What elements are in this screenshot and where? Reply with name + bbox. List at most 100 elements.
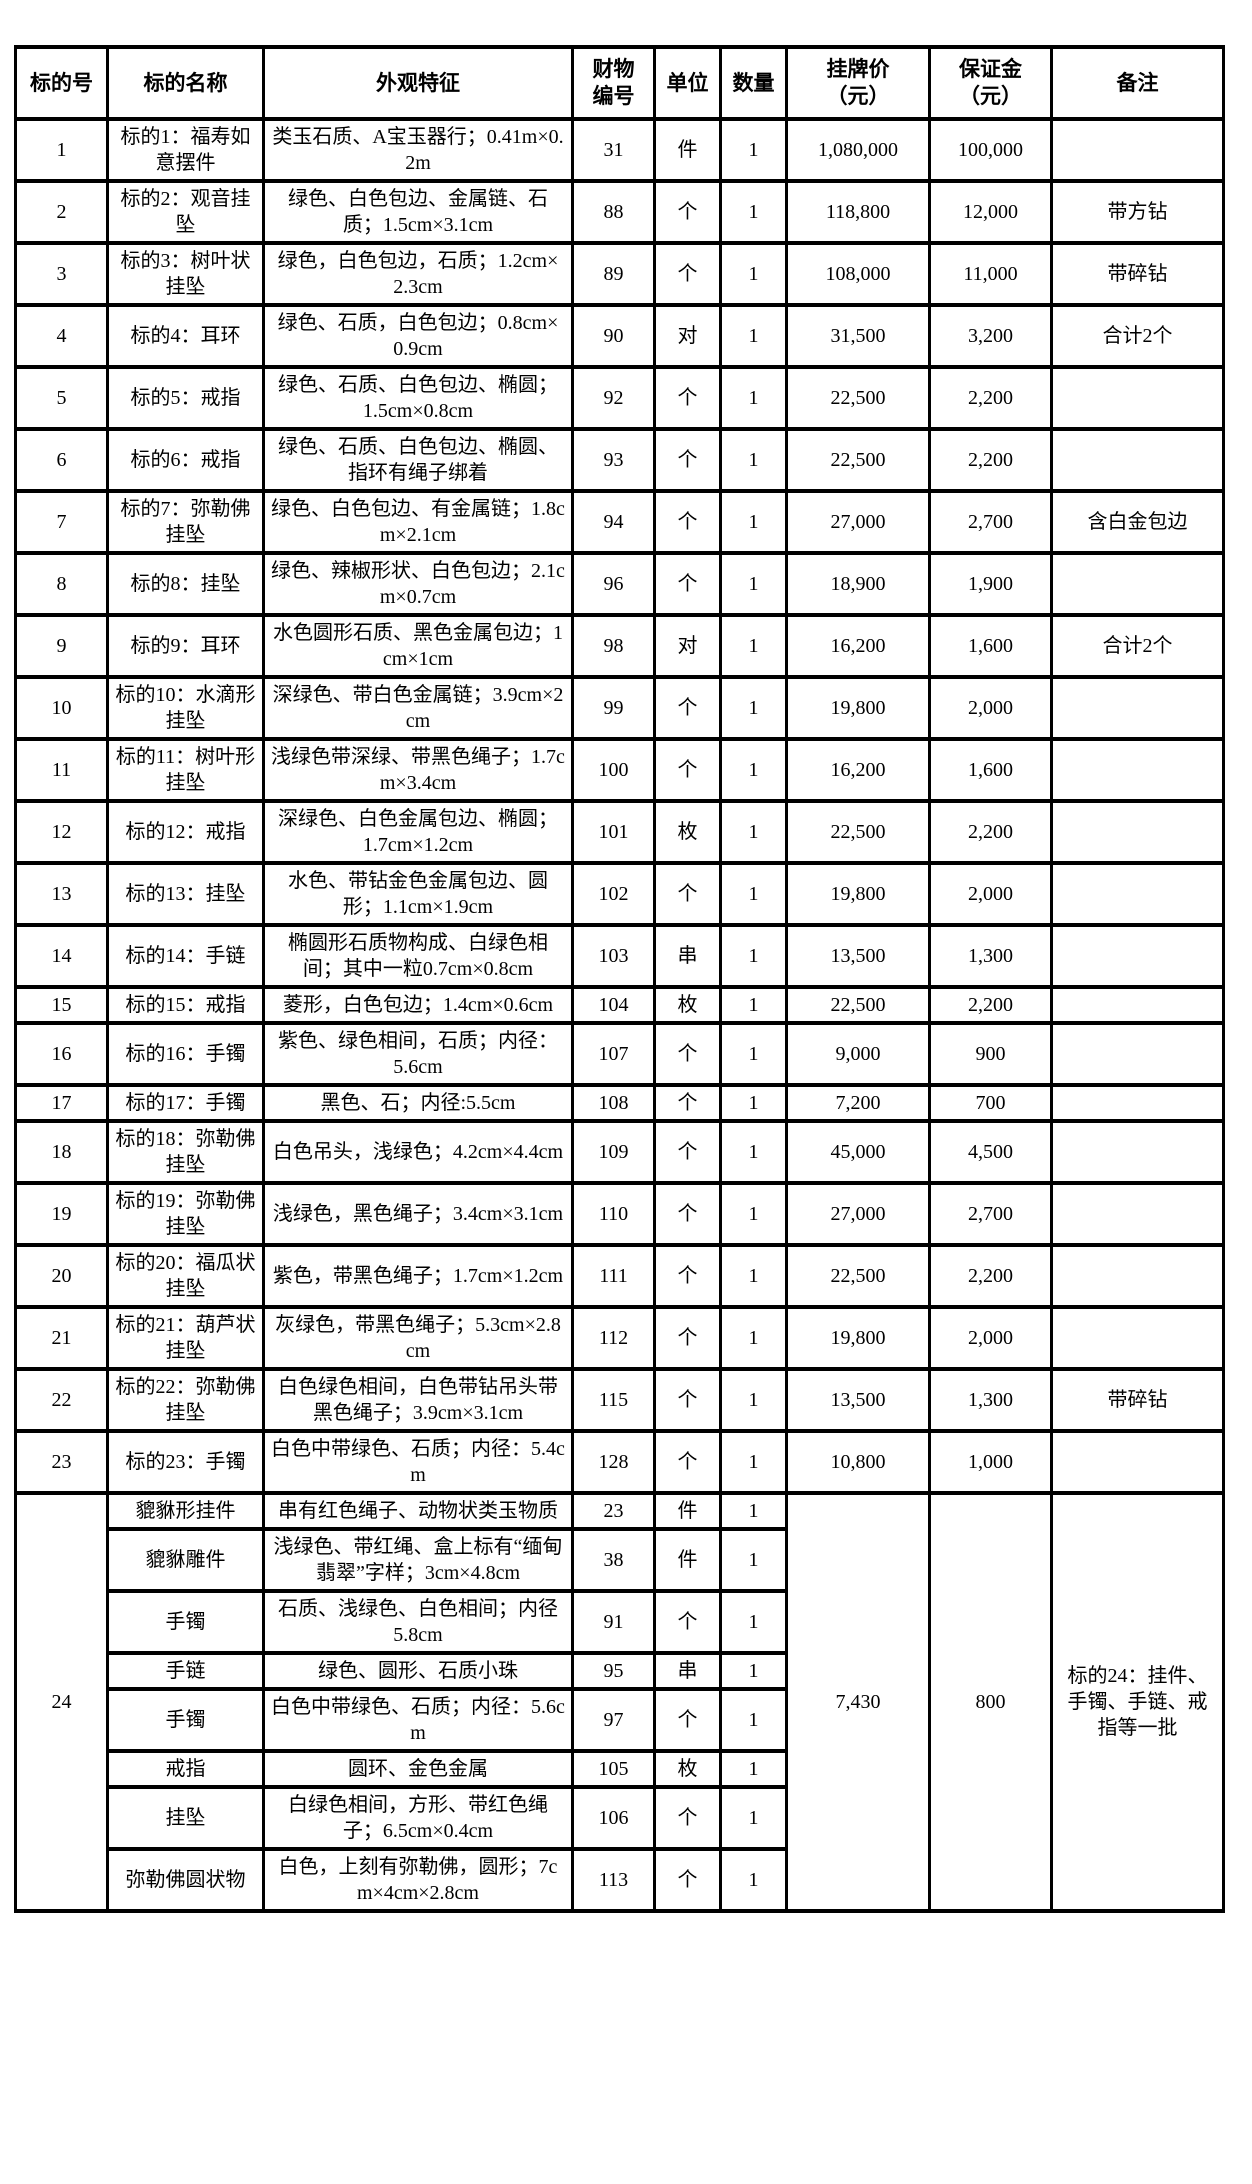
unit-cell: 对 [653,613,722,679]
lot-name-cell: 标的18：弥勒佛挂坠 [106,1119,265,1185]
unit-cell: 个 [653,675,722,741]
table-row: 15 标的15：戒指 菱形，白色包边；1.4cm×0.6cm 104 枚 1 22,500 2… [14,985,1225,1025]
quantity-cell: 1 [719,613,788,679]
quantity-cell: 1 [719,1021,788,1087]
deposit-cell: 2,000 [928,675,1053,741]
appearance-cell: 椭圆形石质物构成、白绿色相间；其中一粒0.7cm×0.8cm [262,923,574,989]
note-cell: 含白金包边 [1050,489,1225,555]
unit-cell: 件 [653,117,722,183]
table-row: 12 标的12：戒指 深绿色、白色金属包边、椭圆；1.7cm×1.2cm 101 枚 1 2… [14,799,1225,865]
appearance-cell: 石质、浅绿色、白色相间；内径5.8cm [262,1589,574,1655]
note-cell [1050,799,1225,865]
appearance-cell: 绿色、石质，白色包边；0.8cm×0.9cm [262,303,574,369]
unit-cell: 个 [653,1429,722,1495]
price-cell: 7,200 [785,1083,931,1123]
property-number-cell: 104 [571,985,656,1025]
note-cell [1050,1021,1225,1087]
property-number-cell: 99 [571,675,656,741]
table-row-lot24: 24 貔貅形挂件 串有红色绳子、动物状类玉物质 23 件 1 7,430 800 标的24：挂件… [14,1491,1225,1913]
property-number-cell: 96 [571,551,656,617]
property-number-cell: 23 [571,1491,656,1531]
note-cell: 带碎钻 [1050,241,1225,307]
appearance-cell: 浅绿色、带红绳、盒上标有“缅甸翡翠”字样；3cm×4.8cm [262,1527,574,1593]
quantity-cell: 1 [719,1243,788,1309]
quantity-cell: 1 [719,799,788,865]
unit-cell: 件 [653,1491,722,1531]
appearance-cell: 绿色、石质、白色包边、椭圆、指环有绳子绑着 [262,427,574,493]
table-row: 1 标的1：福寿如意摆件 类玉石质、A宝玉器行；0.41m×0.2m 31 件 1 1,08… [14,117,1225,183]
table-row-lot24: 挂坠 白绿色相间，方形、带红色绳子；6.5cm×0.4cm 106 个 1 [16,1785,1224,1851]
note-cell: 合计2个 [1050,613,1225,679]
table-row: 16 标的16：手镯 紫色、绿色相间，石质；内径：5.6cm 107 个 1 9,000 90… [14,1021,1225,1087]
price-cell: 108,000 [785,241,931,307]
column-header: 备注 [1050,45,1225,121]
note-cell [1050,1243,1225,1309]
unit-cell: 个 [653,861,722,927]
unit-cell: 个 [653,1785,722,1851]
property-number-cell: 98 [571,613,656,679]
deposit-cell: 12,000 [928,179,1053,245]
column-header: 财物 编号 [571,45,656,121]
column-header: 单位 [653,45,722,121]
property-number-cell: 102 [571,861,656,927]
note-cell [1050,1119,1225,1185]
deposit-cell: 1,300 [928,1367,1053,1433]
note-cell: 标的24：挂件、手镯、手链、戒指等一批 [1050,1491,1225,1913]
unit-cell: 个 [653,179,722,245]
quantity-cell: 1 [719,1491,788,1531]
lot-name-cell: 标的2：观音挂坠 [106,179,265,245]
lot-number-cell: 24 [14,1491,109,1913]
lot-name-cell: 标的4：耳环 [106,303,265,369]
price-cell: 10,800 [785,1429,931,1495]
lot-name-cell: 标的3：树叶状挂坠 [106,241,265,307]
table-body: 1 标的1：福寿如意摆件 类玉石质、A宝玉器行；0.41m×0.2m 31 件 1 1,08… [14,117,1225,1913]
lot-name-cell: 标的15：戒指 [106,985,265,1025]
price-cell: 31,500 [785,303,931,369]
table-row: 14 标的14：手链 椭圆形石质物构成、白绿色相间；其中一粒0.7cm×0.8cm 1… [14,923,1225,989]
price-cell: 22,500 [785,799,931,865]
appearance-cell: 浅绿色，黑色绳子；3.4cm×3.1cm [262,1181,574,1247]
deposit-cell: 1,900 [928,551,1053,617]
table-row-lot24: 貔貅雕件 浅绿色、带红绳、盒上标有“缅甸翡翠”字样；3cm×4.8cm 38 件 1 [16,1527,1224,1593]
property-number-cell: 38 [571,1527,656,1593]
lot-name-cell: 标的17：手镯 [106,1083,265,1123]
appearance-cell: 白色吊头，浅绿色；4.2cm×4.4cm [262,1119,574,1185]
unit-cell: 个 [653,1589,722,1655]
unit-cell: 枚 [653,1749,722,1789]
price-cell: 9,000 [785,1021,931,1087]
lot-number-cell: 16 [14,1021,109,1087]
lot-number-cell: 23 [14,1429,109,1495]
lot-name-cell: 手链 [106,1651,265,1691]
unit-cell: 串 [653,1651,722,1691]
table-row: 10 标的10：水滴形挂坠 深绿色、带白色金属链；3.9cm×2cm 99 个 1 19,8… [14,675,1225,741]
deposit-cell: 2,200 [928,427,1053,493]
lot-name-cell: 弥勒佛圆状物 [106,1847,265,1913]
deposit-cell: 4,500 [928,1119,1053,1185]
deposit-cell: 800 [928,1491,1053,1913]
lot-name-cell: 标的7：弥勒佛挂坠 [106,489,265,555]
property-number-cell: 128 [571,1429,656,1495]
appearance-cell: 白色中带绿色、石质；内径：5.6cm [262,1687,574,1753]
appearance-cell: 绿色、圆形、石质小珠 [262,1651,574,1691]
property-number-cell: 115 [571,1367,656,1433]
note-cell [1050,427,1225,493]
unit-cell: 个 [653,551,722,617]
lot-number-cell: 6 [14,427,109,493]
note-cell [1050,675,1225,741]
unit-cell: 个 [653,241,722,307]
unit-cell: 个 [653,365,722,431]
quantity-cell: 1 [719,427,788,493]
table-row: 18 标的18：弥勒佛挂坠 白色吊头，浅绿色；4.2cm×4.4cm 109 个 1 45,… [14,1119,1225,1185]
table-row: 4 标的4：耳环 绿色、石质，白色包边；0.8cm×0.9cm 90 对 1 31,500 3… [14,303,1225,369]
unit-cell: 个 [653,1243,722,1309]
lot-name-cell: 貔貅形挂件 [106,1491,265,1531]
appearance-cell: 灰绿色，带黑色绳子；5.3cm×2.8cm [262,1305,574,1371]
property-number-cell: 113 [571,1847,656,1913]
quantity-cell: 1 [719,551,788,617]
price-cell: 19,800 [785,861,931,927]
column-header: 数量 [719,45,788,121]
appearance-cell: 绿色，白色包边，石质；1.2cm×2.3cm [262,241,574,307]
lot-number-cell: 5 [14,365,109,431]
lot-number-cell: 4 [14,303,109,369]
lot-number-cell: 18 [14,1119,109,1185]
